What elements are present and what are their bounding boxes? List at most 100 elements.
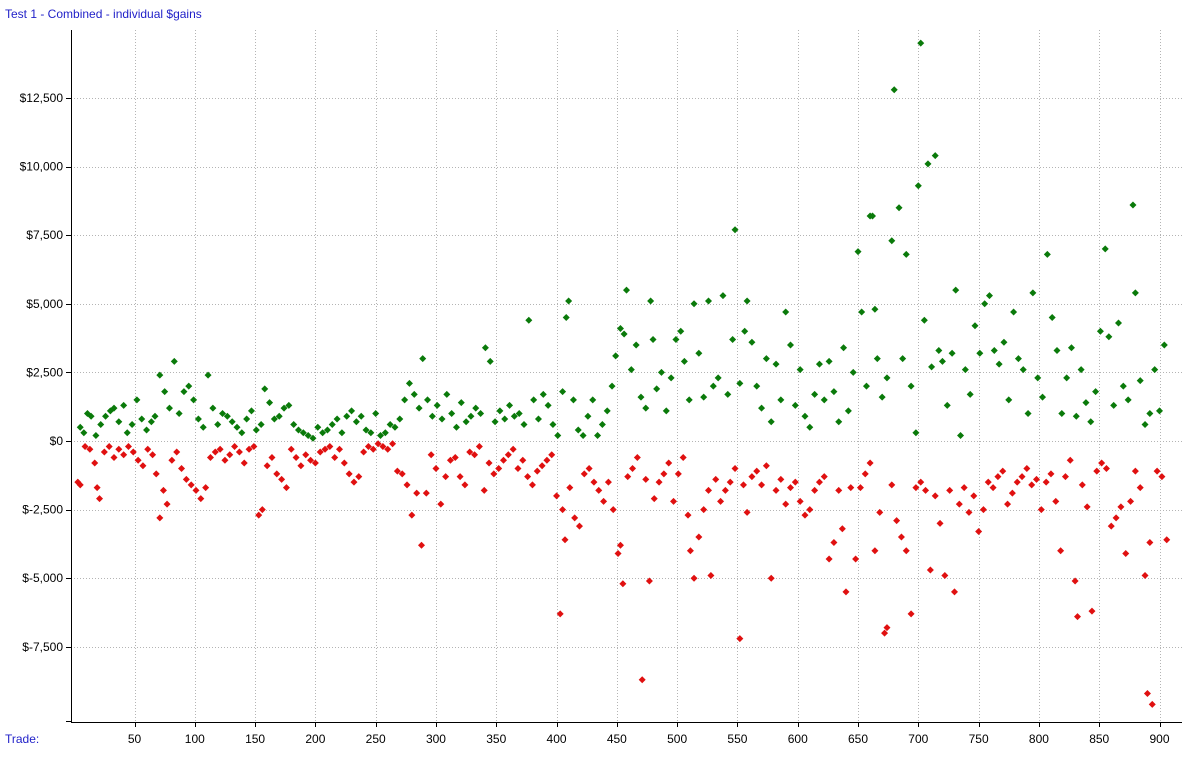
gain-point	[348, 407, 356, 415]
loss-point	[575, 522, 583, 530]
grid-lines	[71, 30, 1182, 722]
loss-point	[931, 492, 939, 500]
loss-point	[345, 470, 353, 478]
loss-point	[287, 445, 295, 453]
loss-point	[360, 448, 368, 456]
loss-point	[326, 442, 334, 450]
loss-point	[876, 508, 884, 516]
loss-point	[163, 500, 171, 508]
gain-point	[1131, 289, 1139, 297]
gain-point	[758, 404, 766, 412]
gain-point	[1039, 393, 1047, 401]
gain-point	[1115, 319, 1122, 327]
gain-point	[1124, 396, 1132, 404]
y-tick-label: $-5,000	[22, 571, 63, 585]
loss-point	[451, 453, 459, 461]
gain-point	[275, 412, 283, 420]
loss-point	[748, 473, 756, 481]
loss-point	[1093, 467, 1101, 475]
loss-point	[912, 484, 920, 492]
gain-point	[995, 360, 1003, 368]
loss-point	[466, 448, 474, 456]
loss-point	[206, 453, 214, 461]
loss-point	[548, 451, 556, 459]
x-tick-label: 700	[908, 732, 928, 746]
loss-point	[1078, 481, 1086, 489]
loss-point	[408, 511, 416, 519]
loss-point	[211, 448, 219, 456]
loss-point	[893, 517, 901, 525]
gain-point	[820, 396, 828, 404]
loss-point	[960, 484, 968, 492]
gain-point	[247, 407, 255, 415]
gain-point	[180, 388, 188, 396]
loss-point	[686, 547, 694, 555]
gain-point	[147, 418, 155, 426]
gain-point	[87, 412, 95, 420]
loss-point	[670, 497, 678, 505]
loss-point	[743, 508, 751, 516]
loss-point	[1042, 478, 1050, 486]
gain-point	[579, 432, 587, 440]
loss-point	[418, 541, 425, 549]
loss-point	[240, 459, 248, 467]
loss-point	[115, 445, 123, 453]
gain-point	[594, 432, 602, 440]
gain-point	[362, 426, 370, 434]
loss-point	[509, 445, 517, 453]
gain-point	[319, 429, 327, 437]
loss-point	[192, 486, 200, 494]
loss-point	[475, 442, 483, 450]
gain-point	[97, 421, 105, 429]
gain-point	[961, 366, 969, 374]
gain-point	[714, 374, 722, 382]
gain-point	[343, 412, 351, 420]
loss-point	[595, 486, 603, 494]
gain-point	[938, 357, 946, 365]
gain-point	[280, 404, 288, 412]
loss-point	[156, 514, 164, 522]
gain-point	[175, 410, 183, 418]
loss-point	[302, 451, 310, 459]
loss-point	[398, 470, 406, 478]
gain-point	[796, 366, 804, 374]
loss-point	[282, 484, 290, 492]
loss-point	[524, 473, 532, 481]
loss-point	[100, 448, 108, 456]
gain-point	[899, 355, 907, 363]
gain-point	[133, 396, 141, 404]
gain-point	[569, 396, 577, 404]
loss-point	[134, 456, 142, 464]
y-tick-label: $10,000	[20, 160, 64, 174]
gain-point	[506, 401, 514, 409]
loss-point	[86, 445, 94, 453]
loss-point	[1102, 464, 1110, 472]
gain-point	[190, 396, 198, 404]
gain-point	[920, 316, 928, 324]
gain-point	[782, 308, 790, 316]
gain-point	[762, 355, 770, 363]
gain-point	[584, 412, 592, 420]
gain-point	[616, 324, 624, 332]
loss-point	[650, 495, 658, 503]
loss-point	[777, 475, 785, 483]
gain-point	[705, 297, 712, 305]
gain-point	[878, 393, 886, 401]
gain-point	[574, 426, 582, 434]
loss-point	[105, 442, 113, 450]
chart-title: Test 1 - Combined - individual $gains	[5, 7, 202, 21]
loss-point	[1083, 503, 1091, 511]
loss-point	[791, 478, 799, 486]
gain-point	[1048, 314, 1056, 322]
x-axis-label: Trade:	[5, 732, 40, 746]
loss-point	[838, 525, 846, 533]
loss-point	[842, 588, 850, 596]
gain-point	[415, 404, 423, 412]
loss-point	[902, 547, 910, 555]
loss-point	[178, 464, 186, 472]
loss-point	[820, 473, 828, 481]
x-tick-label: 450	[607, 732, 627, 746]
loss-point	[604, 478, 612, 486]
loss-point	[427, 451, 435, 459]
gain-point	[736, 379, 744, 387]
